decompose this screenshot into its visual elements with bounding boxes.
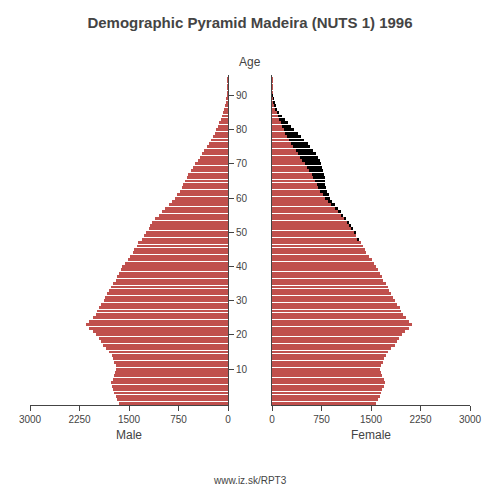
- svg-text:2250: 2250: [68, 414, 91, 425]
- svg-text:2250: 2250: [409, 414, 432, 425]
- svg-text:Male: Male: [116, 428, 142, 442]
- svg-text:60: 60: [236, 193, 248, 204]
- svg-text:80: 80: [236, 124, 248, 135]
- svg-text:50: 50: [236, 227, 248, 238]
- svg-text:www.iz.sk/RPT3: www.iz.sk/RPT3: [213, 475, 287, 486]
- svg-text:Female: Female: [351, 428, 391, 442]
- svg-text:0: 0: [225, 414, 231, 425]
- svg-text:Demographic Pyramid Madeira (N: Demographic Pyramid Madeira (NUTS 1) 199…: [87, 14, 412, 31]
- svg-text:Age: Age: [239, 55, 261, 69]
- svg-text:0: 0: [269, 414, 275, 425]
- svg-text:40: 40: [236, 261, 248, 272]
- svg-text:750: 750: [170, 414, 187, 425]
- svg-text:1500: 1500: [360, 414, 383, 425]
- svg-text:3000: 3000: [459, 414, 482, 425]
- svg-text:90: 90: [236, 90, 248, 101]
- svg-text:1500: 1500: [118, 414, 141, 425]
- svg-text:20: 20: [236, 329, 248, 340]
- svg-text:10: 10: [236, 364, 248, 375]
- svg-text:70: 70: [236, 158, 248, 169]
- svg-text:30: 30: [236, 295, 248, 306]
- svg-text:750: 750: [313, 414, 330, 425]
- svg-text:3000: 3000: [19, 414, 42, 425]
